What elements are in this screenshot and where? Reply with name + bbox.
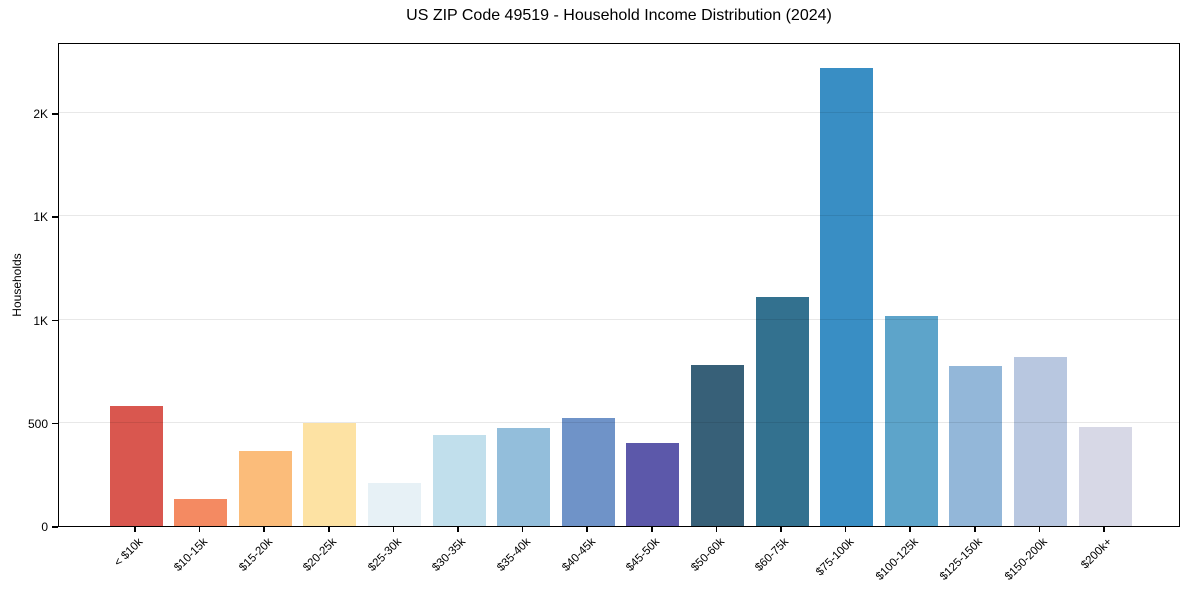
x-tick-mark [844, 527, 847, 532]
x-tick-label-text: $10-15k [172, 536, 211, 574]
x-tick-mark [586, 527, 588, 532]
x-tick-mark [134, 527, 136, 532]
y-tick-mark [52, 526, 58, 528]
gridline-y-2000 [59, 112, 1179, 114]
x-tick-label-text: $20-25k [301, 536, 340, 574]
gridline-y-1000 [59, 318, 1179, 320]
x-tick-label-text: $40-45k [559, 536, 598, 574]
x-tick-mark [715, 527, 718, 532]
x-tick-mark [1038, 527, 1041, 532]
y-tick-label: 2K [33, 107, 48, 122]
bar-$100-125k [884, 315, 938, 526]
x-tick-mark [198, 527, 201, 532]
y-tick-mark [52, 319, 58, 322]
y-axis-title-text: Households [10, 253, 24, 317]
x-tick-label-text: $50-60k [689, 536, 727, 574]
plot-area [58, 43, 1180, 527]
bar-$60-75k [755, 296, 809, 526]
x-tick-mark [392, 527, 395, 532]
x-tick-mark [328, 527, 330, 532]
x-tick-label-text: $25-30k [366, 536, 404, 574]
bar-$75-100k [820, 67, 874, 526]
bar-$45-50k [626, 443, 680, 526]
x-tick-label-text: $60-75k [753, 536, 792, 574]
x-tick-label-text: < $10k [112, 536, 146, 570]
bar-$50-60k [690, 365, 744, 526]
y-tick-label: 1K [33, 313, 48, 328]
bar-$20-25k [303, 422, 357, 526]
x-tick-mark [263, 527, 265, 532]
bar-$15-20k [238, 450, 292, 526]
x-tick-label-text: $125-150k [938, 536, 986, 583]
bar-< $10k [109, 406, 163, 526]
bar-$200k+ [1078, 426, 1132, 526]
x-tick-label-text: $45-50k [624, 536, 663, 574]
chart-title: US ZIP Code 49519 - Household Income Dis… [406, 7, 832, 24]
gridline-y-1500 [59, 215, 1179, 217]
bar-$125-150k [949, 366, 1003, 526]
bar-$150-200k [1013, 356, 1067, 526]
y-tick-label: 0 [41, 520, 48, 534]
x-tick-mark [457, 527, 459, 532]
bar-$35-40k [497, 428, 551, 526]
gridline-y-500 [59, 421, 1179, 423]
bar-$30-35k [432, 435, 486, 526]
x-tick-label-text: $30-35k [430, 536, 469, 574]
x-tick-mark [1103, 527, 1105, 532]
y-tick-label: 1K [33, 210, 48, 225]
bar-$25-30k [367, 482, 421, 526]
y-tick-mark [52, 216, 58, 218]
x-tick-mark [521, 527, 524, 532]
y-tick-mark [52, 422, 58, 425]
bar-$40-45k [561, 417, 615, 526]
x-tick-label-text: $75-100k [813, 536, 857, 579]
x-tick-label-text: $100-125k [873, 536, 921, 583]
y-tick-label: 500 [27, 416, 48, 431]
x-tick-label-text: $35-40k [495, 536, 534, 574]
x-tick-mark [651, 527, 653, 532]
x-tick-mark [909, 527, 911, 532]
x-tick-label-text: $150-200k [1002, 536, 1050, 583]
x-tick-label-text: $15-20k [236, 536, 275, 574]
bar-$10-15k [174, 499, 228, 526]
x-tick-label-text: $200k+ [1079, 536, 1115, 572]
y-tick-mark [52, 113, 58, 115]
x-tick-mark [780, 527, 782, 532]
x-tick-mark [974, 527, 976, 532]
